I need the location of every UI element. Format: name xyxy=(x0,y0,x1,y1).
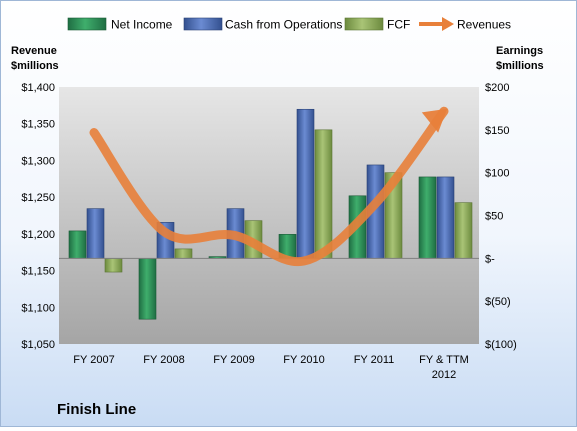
legend: Net Income Cash from Operations FCF Reve… xyxy=(67,17,511,32)
bar-cash-from-operations xyxy=(86,208,105,259)
legend-swatch-fcf xyxy=(344,17,384,31)
right-tick-label: $200 xyxy=(485,82,509,94)
category-labels: FY 2007 FY 2008 FY 2009 FY 2010 FY 2011 FY & … xyxy=(73,354,469,381)
right-tick-label: $150 xyxy=(485,125,509,137)
bar-net-income xyxy=(418,176,437,259)
category-label: FY 2011 xyxy=(354,354,395,366)
bar-cash-from-operations xyxy=(296,108,315,259)
right-tick-label: $- xyxy=(485,253,495,265)
legend-label-fcf: FCF xyxy=(387,18,410,32)
legend-label-net-income: Net Income xyxy=(111,18,173,32)
revenue-arrowhead xyxy=(421,108,448,133)
revenue-line-layer xyxy=(89,106,449,267)
legend-label-cash-from-operations: Cash from Operations xyxy=(225,18,342,32)
right-tick-label: $(50) xyxy=(485,296,511,308)
left-tick-label: $1,250 xyxy=(21,192,55,204)
bar-net-income xyxy=(68,230,87,259)
bar-fcf xyxy=(314,129,333,259)
category-label: FY 2010 xyxy=(283,354,324,366)
left-axis-title-line-2: $millions xyxy=(11,60,59,72)
plot-area xyxy=(59,87,479,344)
bar-cash-from-operations xyxy=(436,176,455,259)
legend-swatch-net-income xyxy=(67,17,107,31)
category-label: FY & TTM xyxy=(419,354,469,366)
right-axis-title-line-1: Earnings xyxy=(496,45,543,57)
left-tick-label: $1,300 xyxy=(21,155,55,167)
bar-fcf xyxy=(174,248,193,259)
left-axis-ticks: $1,050 $1,100 $1,150 $1,200 $1,250 $1,300 $1,3… xyxy=(21,82,55,351)
left-tick-label: $1,400 xyxy=(21,82,55,94)
legend-label-revenues: Revenues xyxy=(457,18,511,32)
right-axis-ticks: $(100) $(50) $- $50 $100 $150 $200 xyxy=(485,82,517,351)
revenue-line xyxy=(89,106,449,267)
bar-fcf xyxy=(104,258,123,273)
right-axis-title-line-2: $millions xyxy=(496,60,544,72)
right-tick-label: $50 xyxy=(485,211,503,223)
left-tick-label: $1,050 xyxy=(21,339,55,351)
right-tick-label: $100 xyxy=(485,168,509,180)
category-label: FY 2007 xyxy=(73,354,114,366)
bar-net-income xyxy=(138,258,157,320)
right-tick-label: $(100) xyxy=(485,339,517,351)
bar-fcf xyxy=(454,202,473,259)
category-label: FY 2009 xyxy=(213,354,254,366)
left-tick-label: $1,350 xyxy=(21,119,55,131)
legend-swatch-cash-from-operations xyxy=(183,17,223,31)
left-axis-title-line-1: Revenue xyxy=(11,45,57,57)
left-tick-label: $1,100 xyxy=(21,302,55,314)
category-label: FY 2008 xyxy=(143,354,184,366)
legend-arrow-revenues xyxy=(442,17,454,31)
category-label-year: 2012 xyxy=(432,369,456,381)
left-tick-label: $1,200 xyxy=(21,229,55,241)
chart-title: Finish Line xyxy=(57,401,136,418)
left-tick-label: $1,150 xyxy=(21,266,55,278)
